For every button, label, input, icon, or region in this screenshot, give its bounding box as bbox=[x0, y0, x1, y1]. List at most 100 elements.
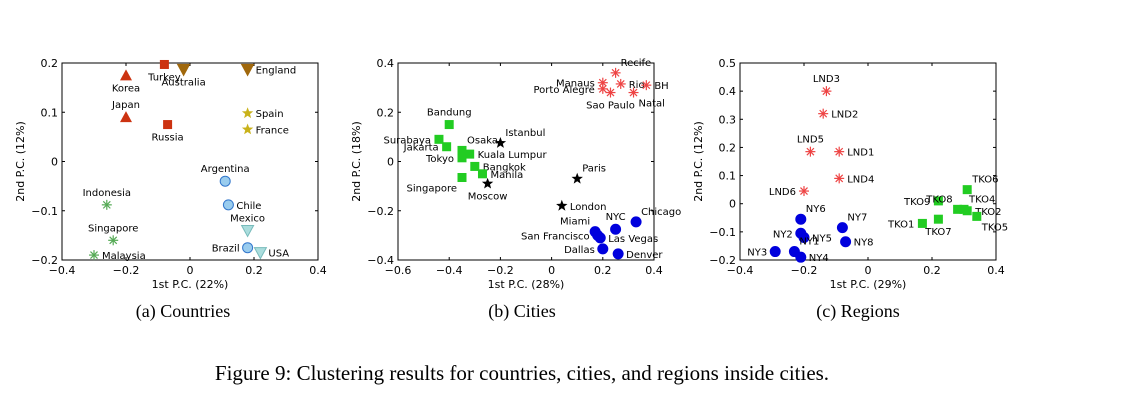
point-osaka bbox=[457, 145, 467, 155]
point-tokyo bbox=[457, 153, 467, 163]
point-label-mexico: Mexico bbox=[230, 213, 265, 224]
point-label-surabaya: Surabaya bbox=[384, 135, 431, 146]
point-label-usa: USA bbox=[268, 249, 289, 260]
point-label-moscow: Moscow bbox=[468, 192, 508, 203]
point-label-ny7: NY7 bbox=[847, 213, 867, 224]
x-tick-label: 0.2 bbox=[923, 264, 941, 277]
point-ny8 bbox=[840, 236, 852, 248]
point-porto-alegre bbox=[597, 83, 608, 94]
point-turkey bbox=[159, 59, 169, 69]
y-tick-label: −0.4 bbox=[367, 254, 394, 267]
point-indonesia bbox=[101, 199, 112, 210]
point-label-ny3: NY3 bbox=[747, 248, 767, 259]
point-istanbul bbox=[494, 137, 507, 148]
x-tick-label: 0.2 bbox=[594, 264, 612, 277]
point-label-tko6: TKO6 bbox=[971, 175, 998, 186]
y-tick-label: 0 bbox=[387, 156, 394, 169]
y-tick-label: 0.2 bbox=[719, 141, 737, 154]
point-label-denver: Denver bbox=[626, 250, 663, 261]
point-label-indonesia: Indonesia bbox=[83, 188, 131, 199]
y-tick-label: 0.4 bbox=[377, 57, 395, 70]
point-ny5 bbox=[798, 231, 810, 243]
point-label-lnd5: LND5 bbox=[797, 135, 824, 146]
point-nyc bbox=[610, 223, 622, 235]
point-kuala-lumpur bbox=[465, 149, 475, 159]
point-label-bangkok: Bangkok bbox=[483, 162, 526, 173]
point-label-australia: Australia bbox=[161, 77, 205, 88]
point-label-chile: Chile bbox=[236, 201, 261, 212]
point-france bbox=[241, 123, 254, 135]
point-label-spain: Spain bbox=[256, 109, 284, 120]
point-label-ny4: NY4 bbox=[809, 253, 829, 264]
point-label-turkey: Turkey bbox=[147, 72, 181, 83]
point-label-ny1: NY1 bbox=[799, 237, 819, 248]
point-brazil bbox=[242, 242, 254, 254]
subcaption-countries: (a) Countries bbox=[136, 301, 230, 322]
point-label-tko5: TKO5 bbox=[981, 222, 1008, 233]
point-bangkok bbox=[470, 161, 480, 171]
subcaption-regions: (c) Regions bbox=[816, 301, 899, 322]
point-australia bbox=[176, 63, 191, 77]
point-lnd1 bbox=[834, 146, 845, 157]
point-label-ny6: NY6 bbox=[806, 204, 826, 215]
point-dallas bbox=[597, 243, 609, 255]
y-tick-label: 0.2 bbox=[377, 106, 395, 119]
x-tick-label: −0.2 bbox=[113, 264, 140, 277]
x-tick-label: 0.4 bbox=[309, 264, 327, 277]
point-label-kuala-lumpur: Kuala Lumpur bbox=[478, 150, 548, 161]
point-label-lnd4: LND4 bbox=[847, 174, 874, 185]
point-label-tko9: TKO9 bbox=[903, 197, 930, 208]
y-tick-label: 0 bbox=[51, 156, 58, 169]
point-label-lnd3: LND3 bbox=[813, 74, 840, 85]
point-label-tko1: TKO1 bbox=[887, 219, 914, 230]
y-tick-label: −0.2 bbox=[367, 205, 394, 218]
x-tick-label: −0.2 bbox=[487, 264, 514, 277]
point-label-malaysia: Malaysia bbox=[102, 251, 146, 262]
point-label-jakarta: Jakarta bbox=[403, 143, 439, 154]
point-label-london: London bbox=[570, 202, 607, 213]
point-label-france: France bbox=[256, 125, 289, 136]
point-denver bbox=[612, 248, 624, 260]
y-tick-label: 0.2 bbox=[41, 57, 59, 70]
point-russia bbox=[163, 120, 173, 130]
y-axis-label: 2nd P.C. (18%) bbox=[350, 121, 363, 202]
point-lnd6 bbox=[799, 186, 809, 197]
point-label-singapore: Singapore bbox=[88, 223, 138, 234]
point-label-ny8: NY8 bbox=[854, 238, 874, 249]
x-axis-label: 1st P.C. (29%) bbox=[830, 278, 907, 291]
point-spain bbox=[241, 107, 254, 119]
point-korea bbox=[120, 69, 132, 81]
point-tko6 bbox=[962, 185, 972, 195]
point-jakarta bbox=[442, 142, 452, 152]
point-label-lnd6: LND6 bbox=[769, 187, 796, 198]
y-tick-label: 0 bbox=[729, 198, 736, 211]
point-label-tokyo: Tokyo bbox=[425, 154, 454, 165]
point-label-san-francisco: San Francisco bbox=[521, 231, 590, 242]
point-recife bbox=[610, 67, 621, 78]
point-tko5 bbox=[972, 211, 982, 221]
point-las-vegas bbox=[594, 232, 606, 244]
x-tick-label: 0.4 bbox=[987, 264, 1005, 277]
y-tick-label: 0.5 bbox=[719, 57, 737, 70]
point-tko9 bbox=[933, 196, 943, 206]
point-label-singapore: Singapore bbox=[407, 184, 457, 195]
y-tick-label: −0.1 bbox=[31, 205, 58, 218]
point-lnd5 bbox=[805, 146, 816, 157]
point-label-korea: Korea bbox=[112, 83, 140, 94]
point-label-rio: Rio bbox=[629, 80, 645, 91]
point-ny4 bbox=[795, 251, 807, 263]
point-label-bh: BH bbox=[654, 81, 668, 92]
point-label-istanbul: Istanbul bbox=[505, 128, 545, 139]
y-tick-label: −0.1 bbox=[709, 226, 736, 239]
point-label-miami: Miami bbox=[560, 217, 590, 228]
y-axis-label: 2nd P.C. (12%) bbox=[692, 121, 705, 202]
point-label-paris: Paris bbox=[582, 164, 606, 175]
point-tko1 bbox=[917, 218, 927, 228]
point-label-tko2: TKO2 bbox=[974, 207, 1001, 218]
point-sao-paulo bbox=[605, 87, 616, 98]
point-japan bbox=[120, 111, 132, 123]
y-tick-label: 0.1 bbox=[41, 106, 59, 119]
figure-caption: Figure 9: Clustering results for countri… bbox=[215, 361, 829, 385]
x-tick-label: −0.4 bbox=[436, 264, 463, 277]
x-tick-label: 0 bbox=[187, 264, 194, 277]
